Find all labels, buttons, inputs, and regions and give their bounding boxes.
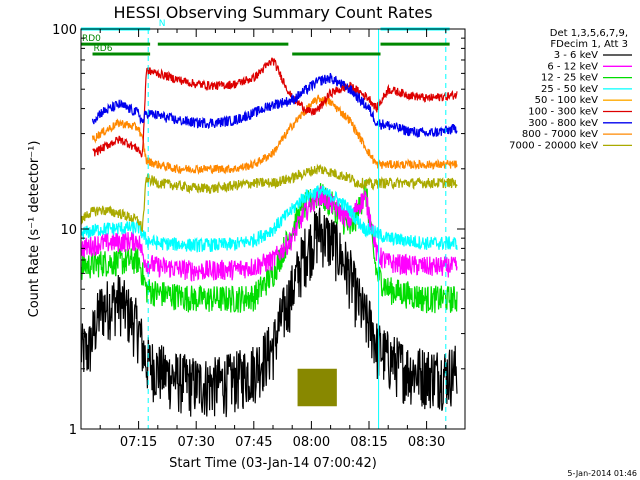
series-12-25-kev: [81, 180, 458, 314]
series-3-6-kev: [81, 207, 458, 418]
x-tick-label: 08:15: [350, 435, 387, 450]
y-axis-label: Count Rate (s⁻¹ detector⁻¹): [27, 141, 42, 318]
legend-entry-label: 7000 - 20000 keV: [509, 140, 598, 151]
legend-entry-label: 6 - 12 keV: [547, 61, 598, 72]
x-tick-label: 07:15: [120, 435, 157, 450]
x-axis-label: Start Time (03-Jan-14 07:00:42): [169, 456, 377, 471]
series-800-7000-kev: [91, 94, 458, 175]
series-100-300-kev: [92, 57, 458, 158]
legend-entry-label: 12 - 25 keV: [541, 73, 598, 84]
legend-entry-label: 100 - 300 keV: [528, 107, 598, 118]
x-tick-label: 08:30: [408, 435, 445, 450]
y-tick-label: 10: [60, 223, 77, 238]
legend: Det 1,3,5,6,7,9,FDecim 1, Att 33 - 6 keV…: [509, 28, 632, 151]
series-300-800-kev: [91, 72, 458, 138]
legend-header: Det 1,3,5,6,7,9,: [550, 28, 628, 39]
series-7000-20000-kev-band: [297, 368, 337, 407]
chart-title: HESSI Observing Summary Count Rates: [113, 3, 432, 22]
state-bar-label: RD6: [94, 44, 113, 54]
series-25-50-kev: [81, 185, 458, 253]
x-tick-label: 07:45: [235, 435, 272, 450]
legend-entry-label: 800 - 7000 keV: [522, 129, 598, 140]
state-bar-label: RD0: [82, 34, 101, 44]
x-tick-label: 07:30: [177, 435, 214, 450]
legend-header: FDecim 1, Att 3: [550, 39, 628, 50]
footer-timestamp: 5-Jan-2014 01:46: [567, 469, 637, 478]
legend-entry-label: 25 - 50 keV: [541, 84, 598, 95]
series-6-12-kev: [81, 185, 458, 283]
series-7000-20000-kev: [81, 163, 458, 232]
state-bar-label: N: [159, 19, 166, 29]
legend-entry-label: 3 - 6 keV: [554, 50, 598, 61]
y-tick-label: 100: [52, 23, 77, 38]
y-tick-label: 1: [69, 423, 77, 438]
legend-entry-label: 50 - 100 keV: [535, 95, 599, 106]
x-tick-label: 08:00: [293, 435, 330, 450]
legend-entry-label: 300 - 800 keV: [528, 118, 598, 129]
